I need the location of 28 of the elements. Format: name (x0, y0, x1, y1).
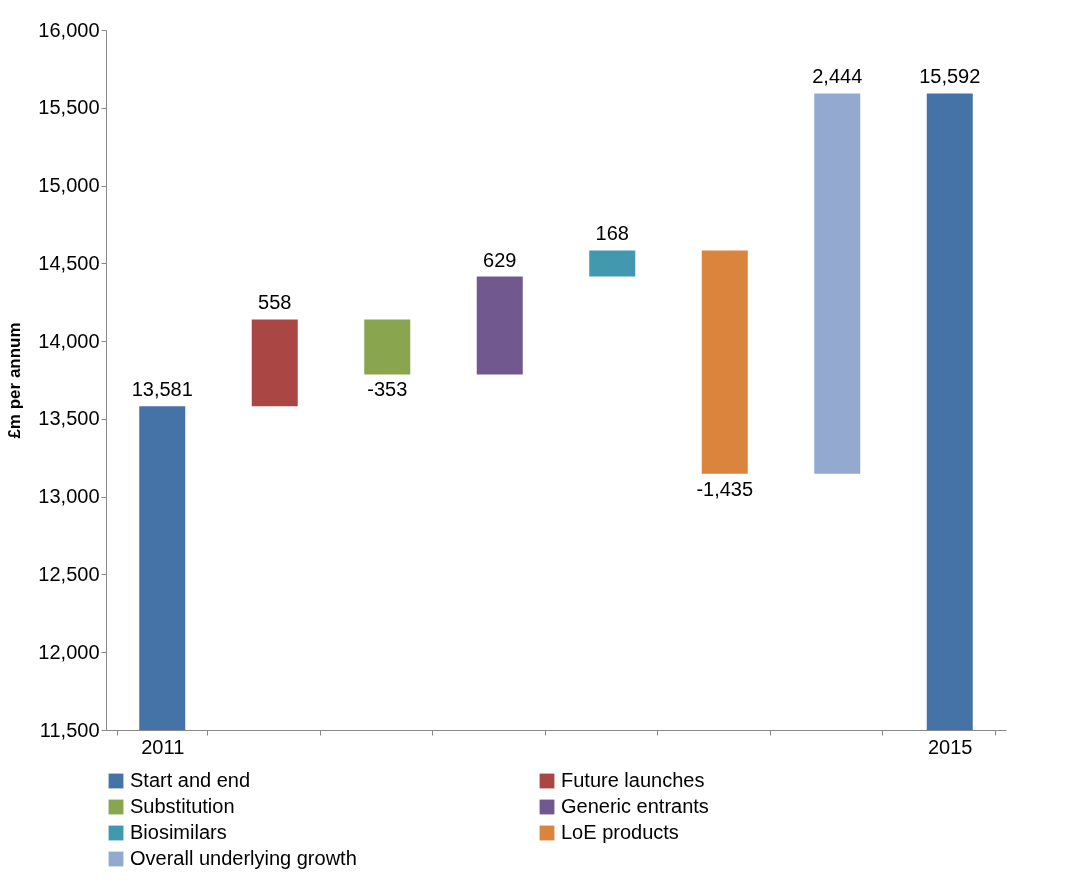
legend-label: Substitution (130, 795, 235, 817)
y-tick-label: 13,000 (38, 485, 100, 508)
data-label: 15,592 (919, 65, 981, 88)
data-label: -1,435 (696, 477, 754, 500)
data-label: -353 (367, 378, 408, 401)
y-axis-title: £m per annum (5, 322, 25, 439)
data-label: 168 (595, 222, 629, 245)
legend-label: Generic entrants (561, 795, 709, 817)
data-label: 629 (483, 248, 517, 271)
y-tick-label: 12,000 (38, 640, 100, 663)
y-tick-label: 14,500 (38, 251, 100, 274)
legend-label: Future launches (561, 769, 705, 791)
data-label: 558 (258, 291, 292, 314)
legend-label: Biosimilars (130, 821, 227, 843)
data-label: 2,444 (812, 65, 863, 88)
y-tick-label: 15,500 (38, 96, 100, 119)
legend-label: Start and end (130, 769, 251, 791)
legend-label: Overall underlying growth (130, 847, 357, 869)
y-tick-label: 14,000 (38, 329, 100, 352)
y-tick-label: 11,500 (39, 718, 100, 741)
y-tick-label: 12,500 (38, 562, 100, 585)
data-label: 13,581 (131, 378, 193, 401)
y-tick-label: 16,000 (38, 18, 100, 41)
y-tick-label: 13,500 (38, 407, 100, 430)
x-tick-label: 2015 (928, 735, 973, 758)
y-tick-label: 15,000 (38, 174, 100, 197)
x-tick-label: 2011 (141, 735, 185, 758)
legend-label: LoE products (561, 821, 679, 843)
